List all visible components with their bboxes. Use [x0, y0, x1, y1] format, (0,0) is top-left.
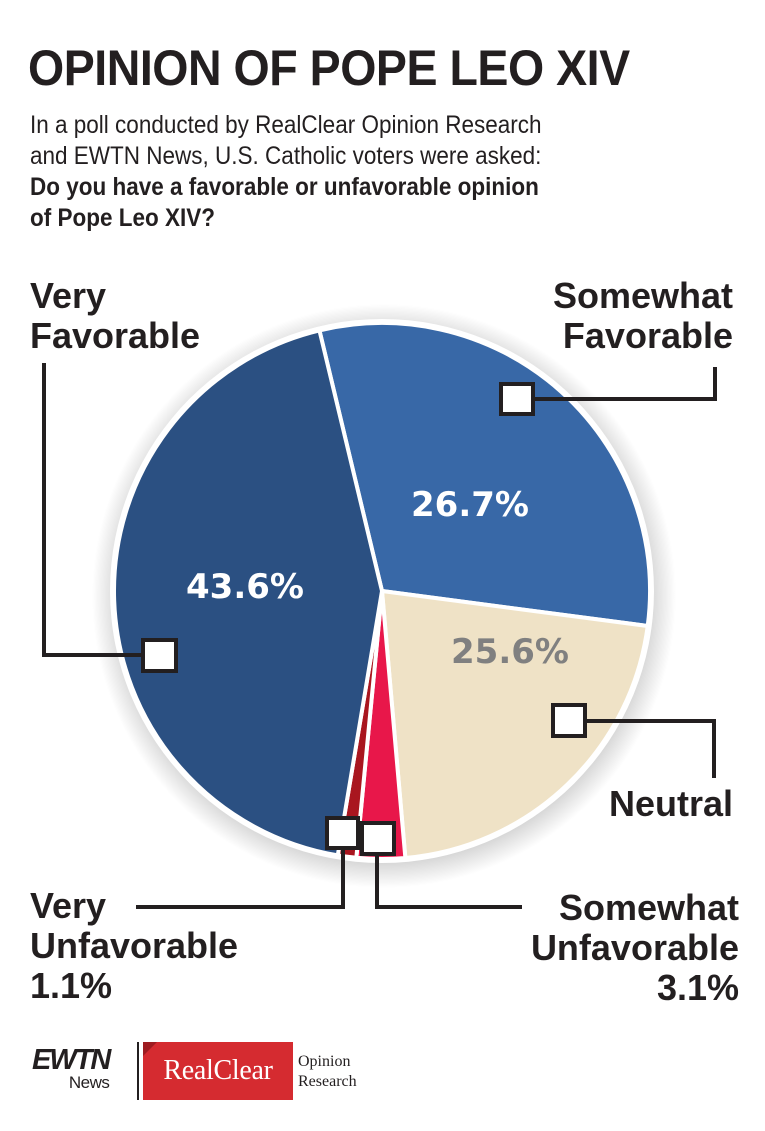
question-line-1: Do you have a favorable or unfavorable o…: [30, 173, 539, 201]
label-line: Favorable: [30, 315, 201, 356]
research-text: Research: [298, 1073, 357, 1090]
callout-boxes: [141, 382, 587, 856]
slice-neutral: [380, 589, 650, 860]
slice-label-very-favorable: 43.6%: [186, 567, 304, 607]
label-line: 3.1%: [656, 967, 739, 1008]
ewtn-wordmark: EWTN: [32, 1044, 111, 1076]
ewtn-news-wordmark: News: [68, 1073, 110, 1092]
intro-line-1: In a poll conducted by RealClear Opinion…: [30, 111, 542, 139]
logo-divider: [137, 1042, 139, 1100]
slice-very-favorable: [112, 328, 384, 858]
label-line: Unfavorable: [530, 927, 739, 968]
slice-label-neutral: 25.6%: [451, 632, 569, 672]
pie-slices: [112, 321, 652, 861]
slice-label-somewhat-favorable: 26.7%: [411, 485, 529, 525]
label-line: Somewhat: [558, 887, 739, 928]
realclear-fold-icon: [143, 1042, 157, 1056]
label-neutral: Neutral: [609, 784, 733, 824]
realclear-logo: RealClear: [143, 1042, 293, 1100]
label-somewhat-favorable: Somewhat Favorable: [553, 276, 733, 356]
callout-box-somewhat-unfavorable: [360, 821, 396, 856]
callout-box-very-unfavorable: [325, 816, 360, 850]
callout-box-very-favorable: [141, 638, 178, 673]
label-very-unfavorable: Very Unfavorable 1.1%: [30, 886, 238, 1006]
chart-title: OPINION OF POPE LEO XIV: [28, 40, 630, 96]
leader-neutral: [586, 719, 716, 778]
label-line: Unfavorable: [30, 925, 239, 966]
leader-very-unfavorable: [136, 848, 345, 909]
question-line-2: of Pope Leo XIV?: [30, 204, 216, 232]
leader-lines: [42, 363, 717, 909]
label-line: 1.1%: [30, 965, 113, 1006]
callout-box-neutral: [551, 703, 587, 738]
label-very-favorable: Very Favorable: [30, 276, 200, 356]
label-line: Somewhat: [552, 275, 733, 316]
chart-subtitle: In a poll conducted by RealClear Opinion…: [30, 110, 660, 234]
opinion-text: Opinion: [298, 1053, 351, 1070]
ewtn-news-logo: EWTN News: [32, 1044, 111, 1092]
intro-line-2: and EWTN News, U.S. Catholic voters were…: [30, 142, 542, 170]
label-line: Favorable: [562, 315, 733, 356]
opinion-research-wordmark: Opinion Research: [298, 1052, 357, 1092]
leader-very-favorable: [42, 363, 141, 657]
leader-somewhat-favorable: [533, 367, 717, 401]
leader-somewhat-unfavorable: [375, 855, 522, 909]
label-line: Very: [30, 885, 107, 926]
label-line: Very: [30, 275, 107, 316]
label-line: Neutral: [608, 783, 733, 824]
label-somewhat-unfavorable: Somewhat Unfavorable 3.1%: [531, 888, 739, 1008]
callout-box-somewhat-favorable: [499, 382, 535, 416]
